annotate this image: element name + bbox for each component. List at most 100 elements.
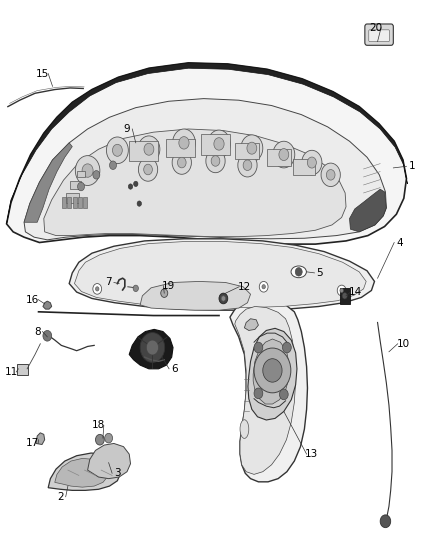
Circle shape bbox=[279, 149, 289, 160]
FancyBboxPatch shape bbox=[62, 197, 66, 208]
Circle shape bbox=[283, 342, 291, 353]
Circle shape bbox=[179, 136, 189, 149]
Circle shape bbox=[380, 515, 391, 528]
Circle shape bbox=[337, 285, 346, 296]
FancyBboxPatch shape bbox=[17, 364, 28, 375]
Text: 2: 2 bbox=[57, 492, 64, 502]
Circle shape bbox=[146, 340, 159, 355]
FancyBboxPatch shape bbox=[66, 193, 79, 203]
Text: 7: 7 bbox=[105, 278, 112, 287]
Text: 13: 13 bbox=[305, 449, 318, 459]
Circle shape bbox=[137, 201, 141, 206]
Text: 8: 8 bbox=[34, 327, 41, 336]
Text: 15: 15 bbox=[36, 69, 49, 78]
Text: 17: 17 bbox=[26, 439, 39, 448]
Text: 1: 1 bbox=[408, 161, 415, 171]
Polygon shape bbox=[248, 328, 297, 420]
Polygon shape bbox=[55, 458, 107, 487]
Circle shape bbox=[172, 151, 191, 174]
Circle shape bbox=[211, 156, 220, 166]
Circle shape bbox=[82, 164, 93, 177]
Circle shape bbox=[279, 389, 288, 400]
Circle shape bbox=[342, 293, 347, 299]
Circle shape bbox=[326, 169, 335, 180]
FancyBboxPatch shape bbox=[73, 197, 77, 208]
FancyBboxPatch shape bbox=[129, 141, 158, 161]
Circle shape bbox=[173, 129, 195, 157]
Text: 5: 5 bbox=[316, 268, 323, 278]
Circle shape bbox=[95, 287, 99, 291]
Text: 18: 18 bbox=[92, 421, 105, 430]
Circle shape bbox=[259, 281, 268, 292]
Text: 6: 6 bbox=[171, 364, 178, 374]
FancyBboxPatch shape bbox=[70, 181, 81, 189]
Circle shape bbox=[95, 434, 104, 445]
Text: 16: 16 bbox=[26, 295, 39, 304]
Circle shape bbox=[214, 138, 224, 150]
FancyBboxPatch shape bbox=[166, 139, 195, 157]
Circle shape bbox=[302, 150, 322, 175]
Circle shape bbox=[208, 130, 230, 158]
Text: 4: 4 bbox=[396, 238, 403, 247]
Polygon shape bbox=[244, 319, 258, 330]
FancyBboxPatch shape bbox=[267, 149, 291, 166]
Circle shape bbox=[206, 149, 225, 173]
Circle shape bbox=[307, 157, 316, 168]
Text: 14: 14 bbox=[349, 287, 362, 297]
Circle shape bbox=[128, 184, 133, 189]
Circle shape bbox=[133, 285, 138, 292]
Polygon shape bbox=[44, 129, 346, 237]
FancyBboxPatch shape bbox=[77, 171, 85, 177]
Circle shape bbox=[254, 348, 291, 393]
Polygon shape bbox=[235, 306, 296, 474]
Circle shape bbox=[243, 160, 252, 171]
Polygon shape bbox=[24, 143, 72, 222]
Circle shape bbox=[219, 293, 228, 304]
Text: 3: 3 bbox=[114, 469, 121, 478]
Circle shape bbox=[113, 144, 122, 156]
Circle shape bbox=[93, 171, 100, 179]
Circle shape bbox=[106, 137, 128, 164]
Circle shape bbox=[43, 330, 52, 341]
FancyBboxPatch shape bbox=[369, 30, 389, 42]
Circle shape bbox=[247, 142, 257, 154]
Circle shape bbox=[340, 288, 343, 293]
Polygon shape bbox=[140, 281, 251, 310]
Polygon shape bbox=[48, 453, 120, 490]
FancyBboxPatch shape bbox=[83, 197, 87, 208]
Circle shape bbox=[144, 143, 154, 155]
Ellipse shape bbox=[240, 420, 249, 438]
Text: 9: 9 bbox=[124, 124, 131, 134]
FancyBboxPatch shape bbox=[78, 197, 82, 208]
Polygon shape bbox=[350, 189, 386, 232]
Polygon shape bbox=[43, 301, 52, 309]
Polygon shape bbox=[230, 298, 307, 482]
Polygon shape bbox=[36, 433, 45, 445]
Polygon shape bbox=[7, 63, 406, 244]
Circle shape bbox=[140, 333, 165, 362]
Polygon shape bbox=[129, 329, 173, 369]
Circle shape bbox=[254, 342, 263, 353]
Circle shape bbox=[321, 163, 340, 187]
Circle shape bbox=[134, 181, 138, 187]
Circle shape bbox=[262, 285, 265, 289]
FancyBboxPatch shape bbox=[340, 288, 350, 304]
Polygon shape bbox=[24, 99, 386, 240]
Circle shape bbox=[93, 284, 102, 294]
Polygon shape bbox=[253, 339, 289, 404]
Circle shape bbox=[78, 182, 85, 191]
Polygon shape bbox=[7, 63, 407, 224]
Text: 11: 11 bbox=[4, 367, 18, 377]
Polygon shape bbox=[69, 239, 374, 310]
FancyBboxPatch shape bbox=[235, 143, 259, 159]
Circle shape bbox=[221, 296, 226, 301]
Circle shape bbox=[75, 156, 100, 185]
Circle shape bbox=[144, 164, 152, 175]
Circle shape bbox=[273, 141, 295, 168]
FancyBboxPatch shape bbox=[67, 197, 71, 208]
Circle shape bbox=[254, 388, 263, 399]
Circle shape bbox=[238, 154, 257, 177]
Text: 19: 19 bbox=[162, 281, 175, 290]
Ellipse shape bbox=[291, 266, 307, 278]
Circle shape bbox=[295, 268, 302, 276]
